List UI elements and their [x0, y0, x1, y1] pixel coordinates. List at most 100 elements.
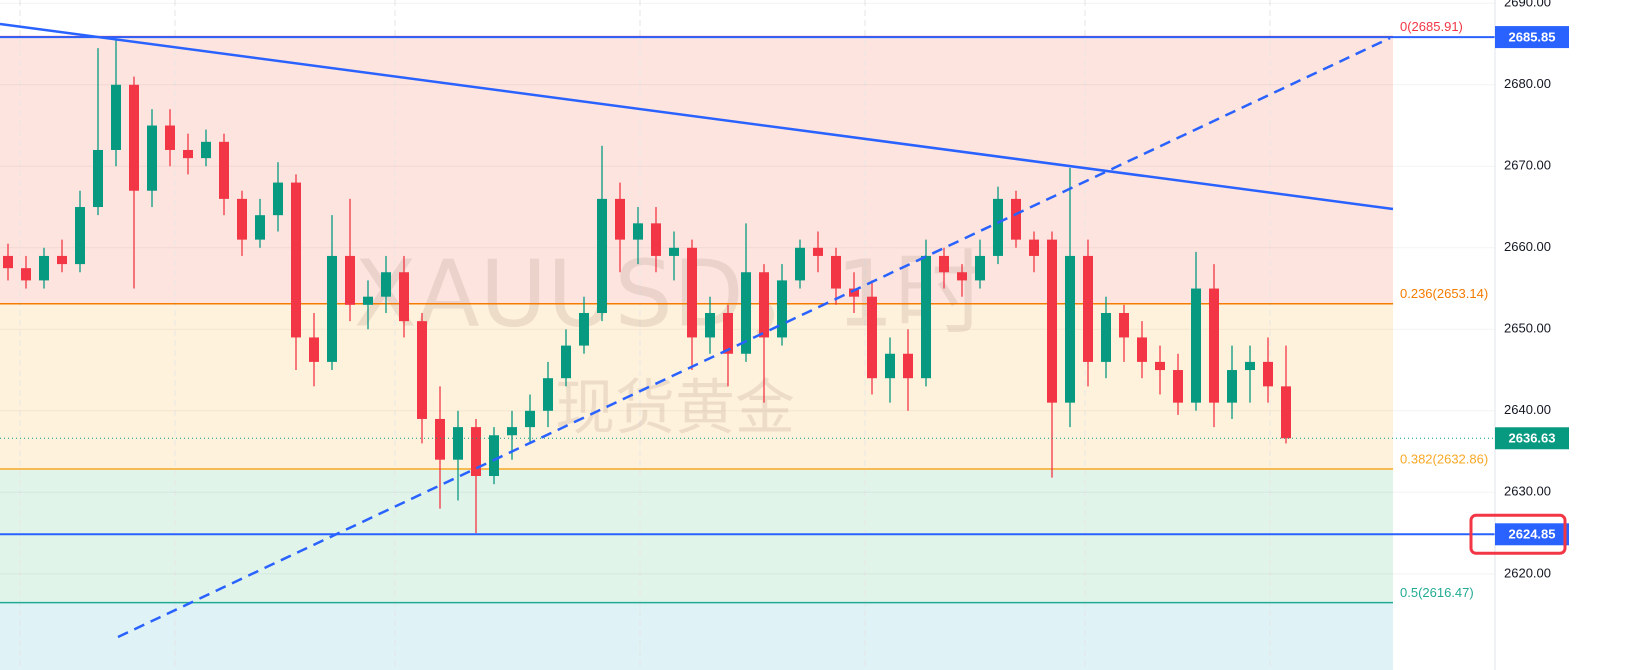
candles: [3, 39, 1291, 534]
candle-body: [327, 255, 337, 362]
candle-body: [129, 84, 139, 191]
candle-body: [1047, 239, 1057, 403]
candle-body: [417, 321, 427, 419]
candle-body: [615, 198, 625, 240]
candle-body: [255, 215, 265, 240]
fib-zone: [0, 602, 1393, 670]
candle-body: [561, 345, 571, 379]
candle-body: [219, 141, 229, 199]
candle-body: [453, 427, 463, 460]
y-tick-label: 2640.00: [1504, 402, 1551, 417]
price-tag: [1495, 427, 1569, 450]
candle-body: [795, 247, 805, 281]
price-lines: [0, 36, 1495, 536]
candle-body: [1065, 255, 1075, 403]
candle-body: [309, 337, 319, 362]
candle-body: [57, 255, 67, 265]
candle-body: [1281, 386, 1291, 439]
y-tick-label: 2690.00: [1504, 0, 1551, 10]
candle-body: [273, 182, 283, 216]
candle-body: [183, 149, 193, 159]
candle-body: [435, 418, 445, 460]
price-tag-label: 2685.85: [1509, 30, 1556, 45]
candle-body: [597, 198, 607, 313]
fib-label: 0.236(2653.14): [1400, 286, 1488, 301]
candle-body: [831, 255, 841, 289]
candle-body: [849, 288, 859, 297]
candle-body: [39, 255, 49, 281]
candle-body: [201, 141, 211, 159]
candle-body: [111, 84, 121, 150]
fib-zone: [0, 469, 1393, 603]
fib-zones: [0, 36, 1393, 670]
price-axis: [1495, 0, 1639, 670]
candle-body: [3, 255, 13, 269]
y-tick-label: 2680.00: [1504, 76, 1551, 91]
candle-body: [1191, 288, 1201, 403]
candle-body: [489, 435, 499, 477]
candle-body: [633, 223, 643, 240]
candle-body: [147, 125, 157, 191]
candle-body: [381, 272, 391, 297]
fib-label: 0(2685.91): [1400, 19, 1463, 34]
fib-label: 0.5(2616.47): [1400, 585, 1474, 600]
watermark-name: 现货黄金: [555, 374, 795, 444]
candle-body: [75, 207, 85, 265]
price-tag-label: 2636.63: [1509, 431, 1556, 446]
candle-body: [1119, 312, 1129, 338]
candle-body: [471, 427, 481, 477]
price-tag: [1495, 26, 1569, 49]
candle-body: [543, 378, 553, 411]
fib-label: 0.382(2632.86): [1400, 451, 1488, 466]
candle-body: [1173, 370, 1183, 403]
candle-body: [1227, 370, 1237, 403]
candle-body: [705, 312, 715, 338]
candle-body: [921, 255, 931, 379]
y-tick-label: 2660.00: [1504, 239, 1551, 254]
candle-body: [1245, 361, 1255, 371]
candle-body: [291, 182, 301, 338]
watermark-symbol: XAUUSD，1时: [354, 240, 986, 347]
candle-body: [363, 296, 373, 305]
candle-body: [759, 272, 769, 338]
candle-body: [993, 198, 1003, 256]
price-tag-label: 2624.85: [1509, 527, 1556, 542]
candle-body: [1083, 255, 1093, 362]
candle-body: [579, 312, 589, 346]
candle-body: [1011, 198, 1021, 240]
candle-body: [651, 223, 661, 256]
candle-body: [399, 272, 409, 322]
y-tick-label: 2650.00: [1504, 321, 1551, 336]
candle-body: [777, 280, 787, 338]
candle-body: [345, 255, 355, 305]
candle-body: [21, 268, 31, 281]
candle-body: [741, 272, 751, 354]
candle-body: [885, 353, 895, 379]
candle-body: [939, 255, 949, 273]
candle-body: [1029, 239, 1039, 256]
y-tick-label: 2620.00: [1504, 565, 1551, 580]
trend-line: [0, 22, 1394, 211]
y-tick-label: 2670.00: [1504, 158, 1551, 173]
axis-labels: 2620.00 2630.00 2640.00 2650.00 2660.00 2670.…: [1469, 0, 1569, 580]
candle-body: [957, 272, 967, 281]
price-tag: [1495, 523, 1569, 546]
candle-body: [867, 296, 877, 379]
candle-body: [723, 312, 733, 354]
candle-body: [1101, 312, 1111, 362]
candle-body: [93, 149, 103, 208]
candle-body: [975, 255, 985, 281]
candle-body: [669, 247, 679, 256]
candle-body: [507, 427, 517, 436]
grid: [0, 0, 1495, 670]
y-tick-label: 2630.00: [1504, 484, 1551, 499]
trend-line-dashed: [117, 36, 1391, 639]
candle-body: [237, 198, 247, 240]
highlight-box: [1469, 513, 1567, 555]
candle-body: [1137, 337, 1147, 362]
candle-body: [813, 247, 823, 256]
candle-body: [687, 247, 697, 338]
candle-body: [525, 410, 535, 428]
candle-body: [165, 125, 175, 150]
